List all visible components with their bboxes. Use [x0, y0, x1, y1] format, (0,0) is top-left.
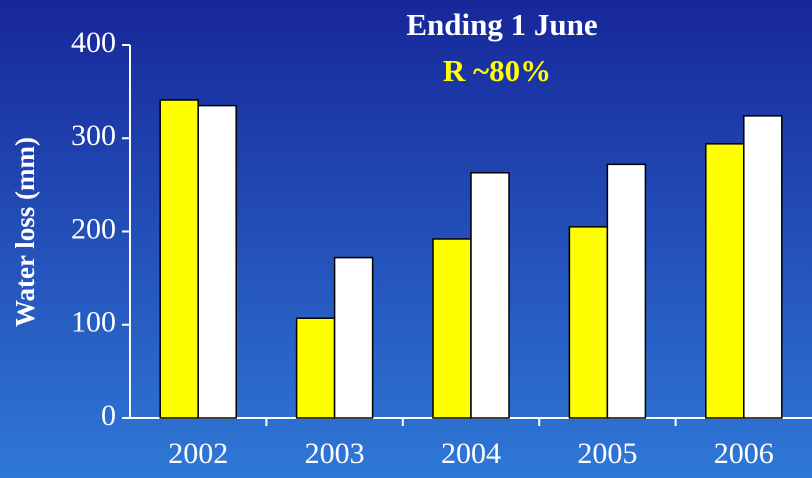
y-tick-label: 100 [71, 306, 116, 339]
bar [606, 163, 647, 419]
chart-subtitle: R ~80% [443, 53, 551, 88]
bar [159, 99, 199, 419]
x-tick-label: 2003 [305, 437, 365, 470]
bar [470, 172, 510, 419]
chart-title: Ending 1 June [406, 7, 597, 42]
x-tick-label: 2005 [577, 437, 637, 470]
y-axis-label: Water loss (mm) [10, 137, 40, 327]
bar [333, 256, 374, 419]
y-tick-label: 400 [71, 26, 116, 59]
y-tick-label: 300 [71, 119, 116, 152]
x-tick-label: 2006 [714, 437, 774, 470]
bar [568, 226, 609, 419]
x-tick-label: 2004 [441, 437, 501, 470]
x-tick-label: 2002 [168, 437, 228, 470]
y-tick-label: 0 [101, 399, 116, 432]
bar [743, 115, 783, 419]
bar [432, 238, 472, 419]
y-tick-label: 200 [71, 212, 116, 245]
bar [295, 317, 336, 419]
bar [197, 104, 237, 419]
bar [705, 143, 745, 419]
